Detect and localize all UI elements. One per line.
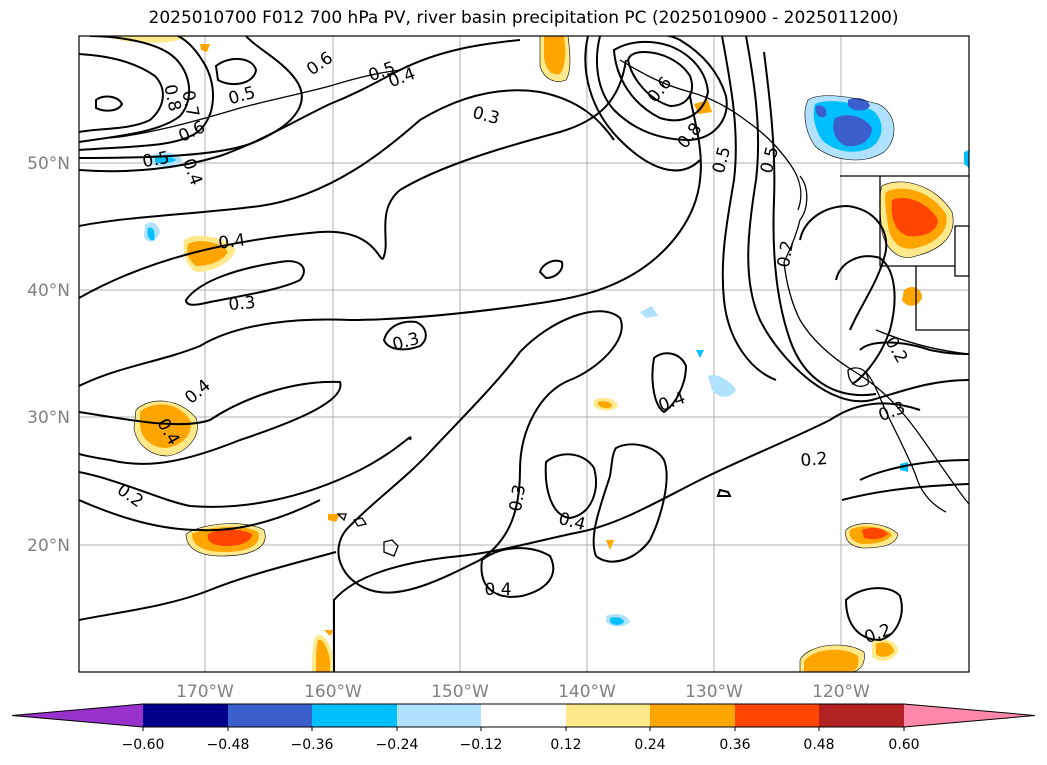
neg-area: [964, 150, 969, 168]
contour-label: 0.2: [774, 239, 798, 269]
contour-label: 0.4: [484, 580, 511, 600]
longitude-label: 120°W: [812, 682, 870, 702]
contour-label: 0.3: [228, 293, 257, 315]
neg-area: [815, 105, 827, 118]
pos-area: [207, 529, 252, 546]
colorbar-segment: [735, 704, 819, 727]
contour-label: 0.5: [141, 148, 171, 172]
neg-area: [848, 98, 870, 111]
pos-area: [544, 36, 566, 75]
pos-area: [902, 287, 922, 306]
longitude-label: 130°W: [685, 682, 743, 702]
colorbar-tick-label: 0.24: [634, 737, 665, 753]
contour-label: 0.4: [217, 230, 247, 254]
contour-label: 0.3: [506, 483, 530, 513]
colorbar-segment: [650, 704, 735, 727]
pv-contours: [79, 36, 969, 672]
neg-area: [610, 617, 624, 625]
neg-area: [833, 115, 872, 147]
colorbar-extend-max: [904, 704, 1035, 727]
colorbar-extend-min: [12, 704, 143, 727]
neg-area: [640, 306, 658, 318]
neg-area: [708, 374, 736, 397]
pos-area: [324, 630, 334, 636]
pos-area: [876, 642, 894, 657]
longitude-label: 150°W: [431, 682, 489, 702]
pos-area: [862, 527, 888, 540]
pos-area: [110, 36, 186, 43]
pos-area: [804, 649, 859, 672]
latitude-label: 50°N: [27, 154, 70, 174]
contour-label: 0.2: [800, 449, 829, 471]
pos-area: [316, 639, 330, 672]
latitude-label: 30°N: [27, 408, 70, 428]
colorbar-tick-label: −0.12: [460, 737, 503, 753]
latitude-label: 40°N: [27, 281, 70, 301]
precip-shading: [110, 36, 969, 672]
colorbar-tick-label: −0.36: [291, 737, 334, 753]
colorbar-segment: [481, 704, 566, 727]
longitude-label: 170°W: [176, 682, 234, 702]
neg-area: [147, 227, 155, 241]
longitude-labels: 170°W 160°W 150°W 140°W 130°W 120°W: [176, 682, 870, 702]
colorbar-tick-label: 0.36: [719, 737, 750, 753]
colorbar-tick-label: −0.48: [207, 737, 250, 753]
colorbar-segment: [228, 704, 312, 727]
colorbar-tick-label: −0.24: [376, 737, 419, 753]
colorbar-tick-label: 0.12: [550, 737, 581, 753]
latitude-labels: 50°N 40°N 30°N 20°N: [27, 154, 70, 556]
colorbar-tick-label: 0.60: [888, 737, 919, 753]
colorbar-segment: [397, 704, 481, 727]
pos-area: [140, 404, 191, 448]
colorbar-tick-label: −0.60: [122, 737, 165, 753]
map-title: 2025010700 F012 700 hPa PV, river basin …: [148, 8, 899, 28]
neg-area: [155, 156, 176, 164]
neg-area: [696, 350, 704, 358]
colorbar-segment: [566, 704, 650, 727]
colorbar: −0.60 −0.48 −0.36 −0.24 −0.12 0.12 0.24 0.36 0.4…: [11, 703, 1036, 753]
pos-area: [891, 198, 938, 237]
pos-area: [328, 514, 340, 522]
latitude-label: 20°N: [27, 536, 70, 556]
coastlines: [109, 59, 969, 557]
colorbar-tick-label: 0.48: [803, 737, 834, 753]
colorbar-segment: [819, 704, 904, 727]
pos-area: [606, 540, 614, 550]
colorbar-segment: [312, 704, 397, 727]
colorbar-segment: [143, 704, 228, 727]
longitude-label: 140°W: [558, 682, 616, 702]
pos-area: [200, 44, 210, 52]
plot-border: [78, 35, 970, 673]
longitude-label: 160°W: [304, 682, 362, 702]
pos-area: [598, 401, 612, 409]
